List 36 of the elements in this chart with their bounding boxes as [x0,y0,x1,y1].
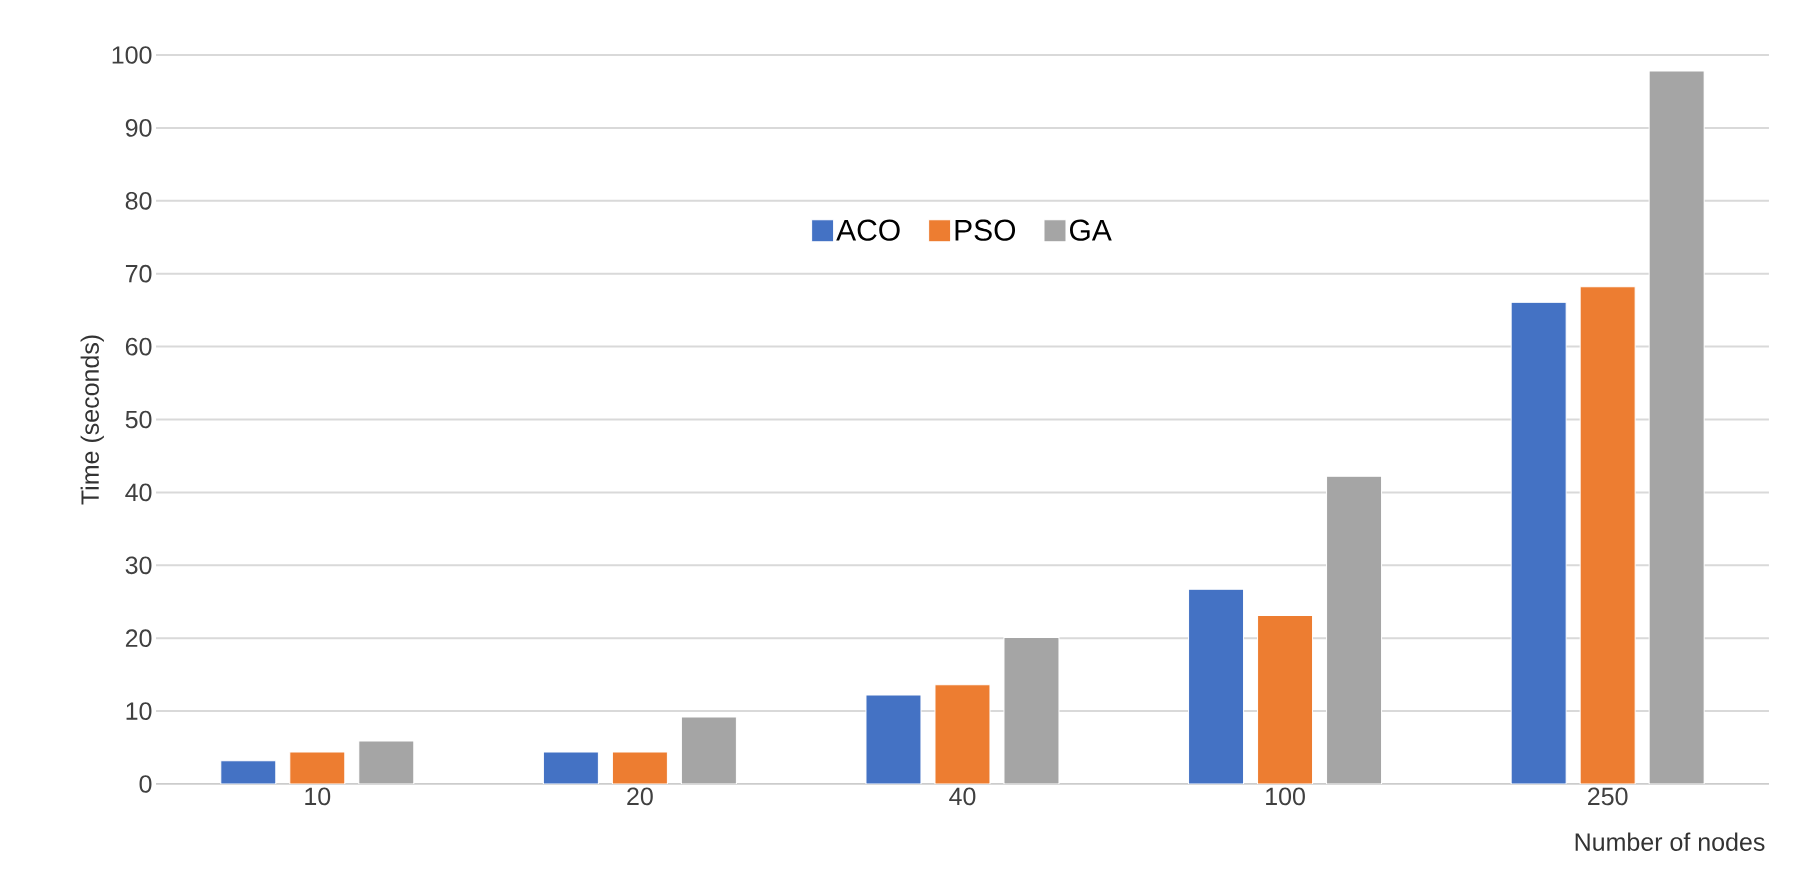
x-tick-label: 100 [1266,787,1305,806]
bar [1188,588,1245,784]
x-tick-label: 10 [305,787,331,806]
x-axis-title: Number of nodes [1575,832,1765,851]
bar [1579,286,1636,784]
y-tick-label: 20 [125,629,152,648]
legend-label: GA [1069,219,1112,241]
y-tick-label: 30 [125,556,152,575]
legend-label: ACO [836,219,900,241]
y-tick-label: 60 [125,337,152,356]
y-axis-title: Time (seconds) [80,335,104,505]
y-tick-label: 100 [112,46,152,64]
bar [289,751,346,784]
bar [1648,70,1705,784]
bar [542,751,599,784]
bar [611,751,668,784]
x-tick-label: 40 [949,787,976,806]
bar [680,716,737,784]
bar [1510,301,1567,784]
y-tick-label: 80 [125,191,152,210]
bar [358,740,415,784]
bar [1326,475,1383,784]
y-tick-label: 50 [125,410,152,429]
bar [1003,636,1060,784]
x-tick-label: 20 [627,787,653,806]
y-tick-label: 90 [125,119,152,137]
bar [865,694,922,784]
y-tick-label: 0 [139,775,152,793]
y-tick-label: 10 [126,702,152,720]
bar [1257,615,1314,784]
y-tick-label: 70 [125,264,152,283]
bar [934,684,991,784]
legend-label: PSO [955,219,1016,241]
x-tick-label: 250 [1588,787,1628,806]
y-tick-label: 40 [125,483,152,502]
bar [220,760,277,784]
